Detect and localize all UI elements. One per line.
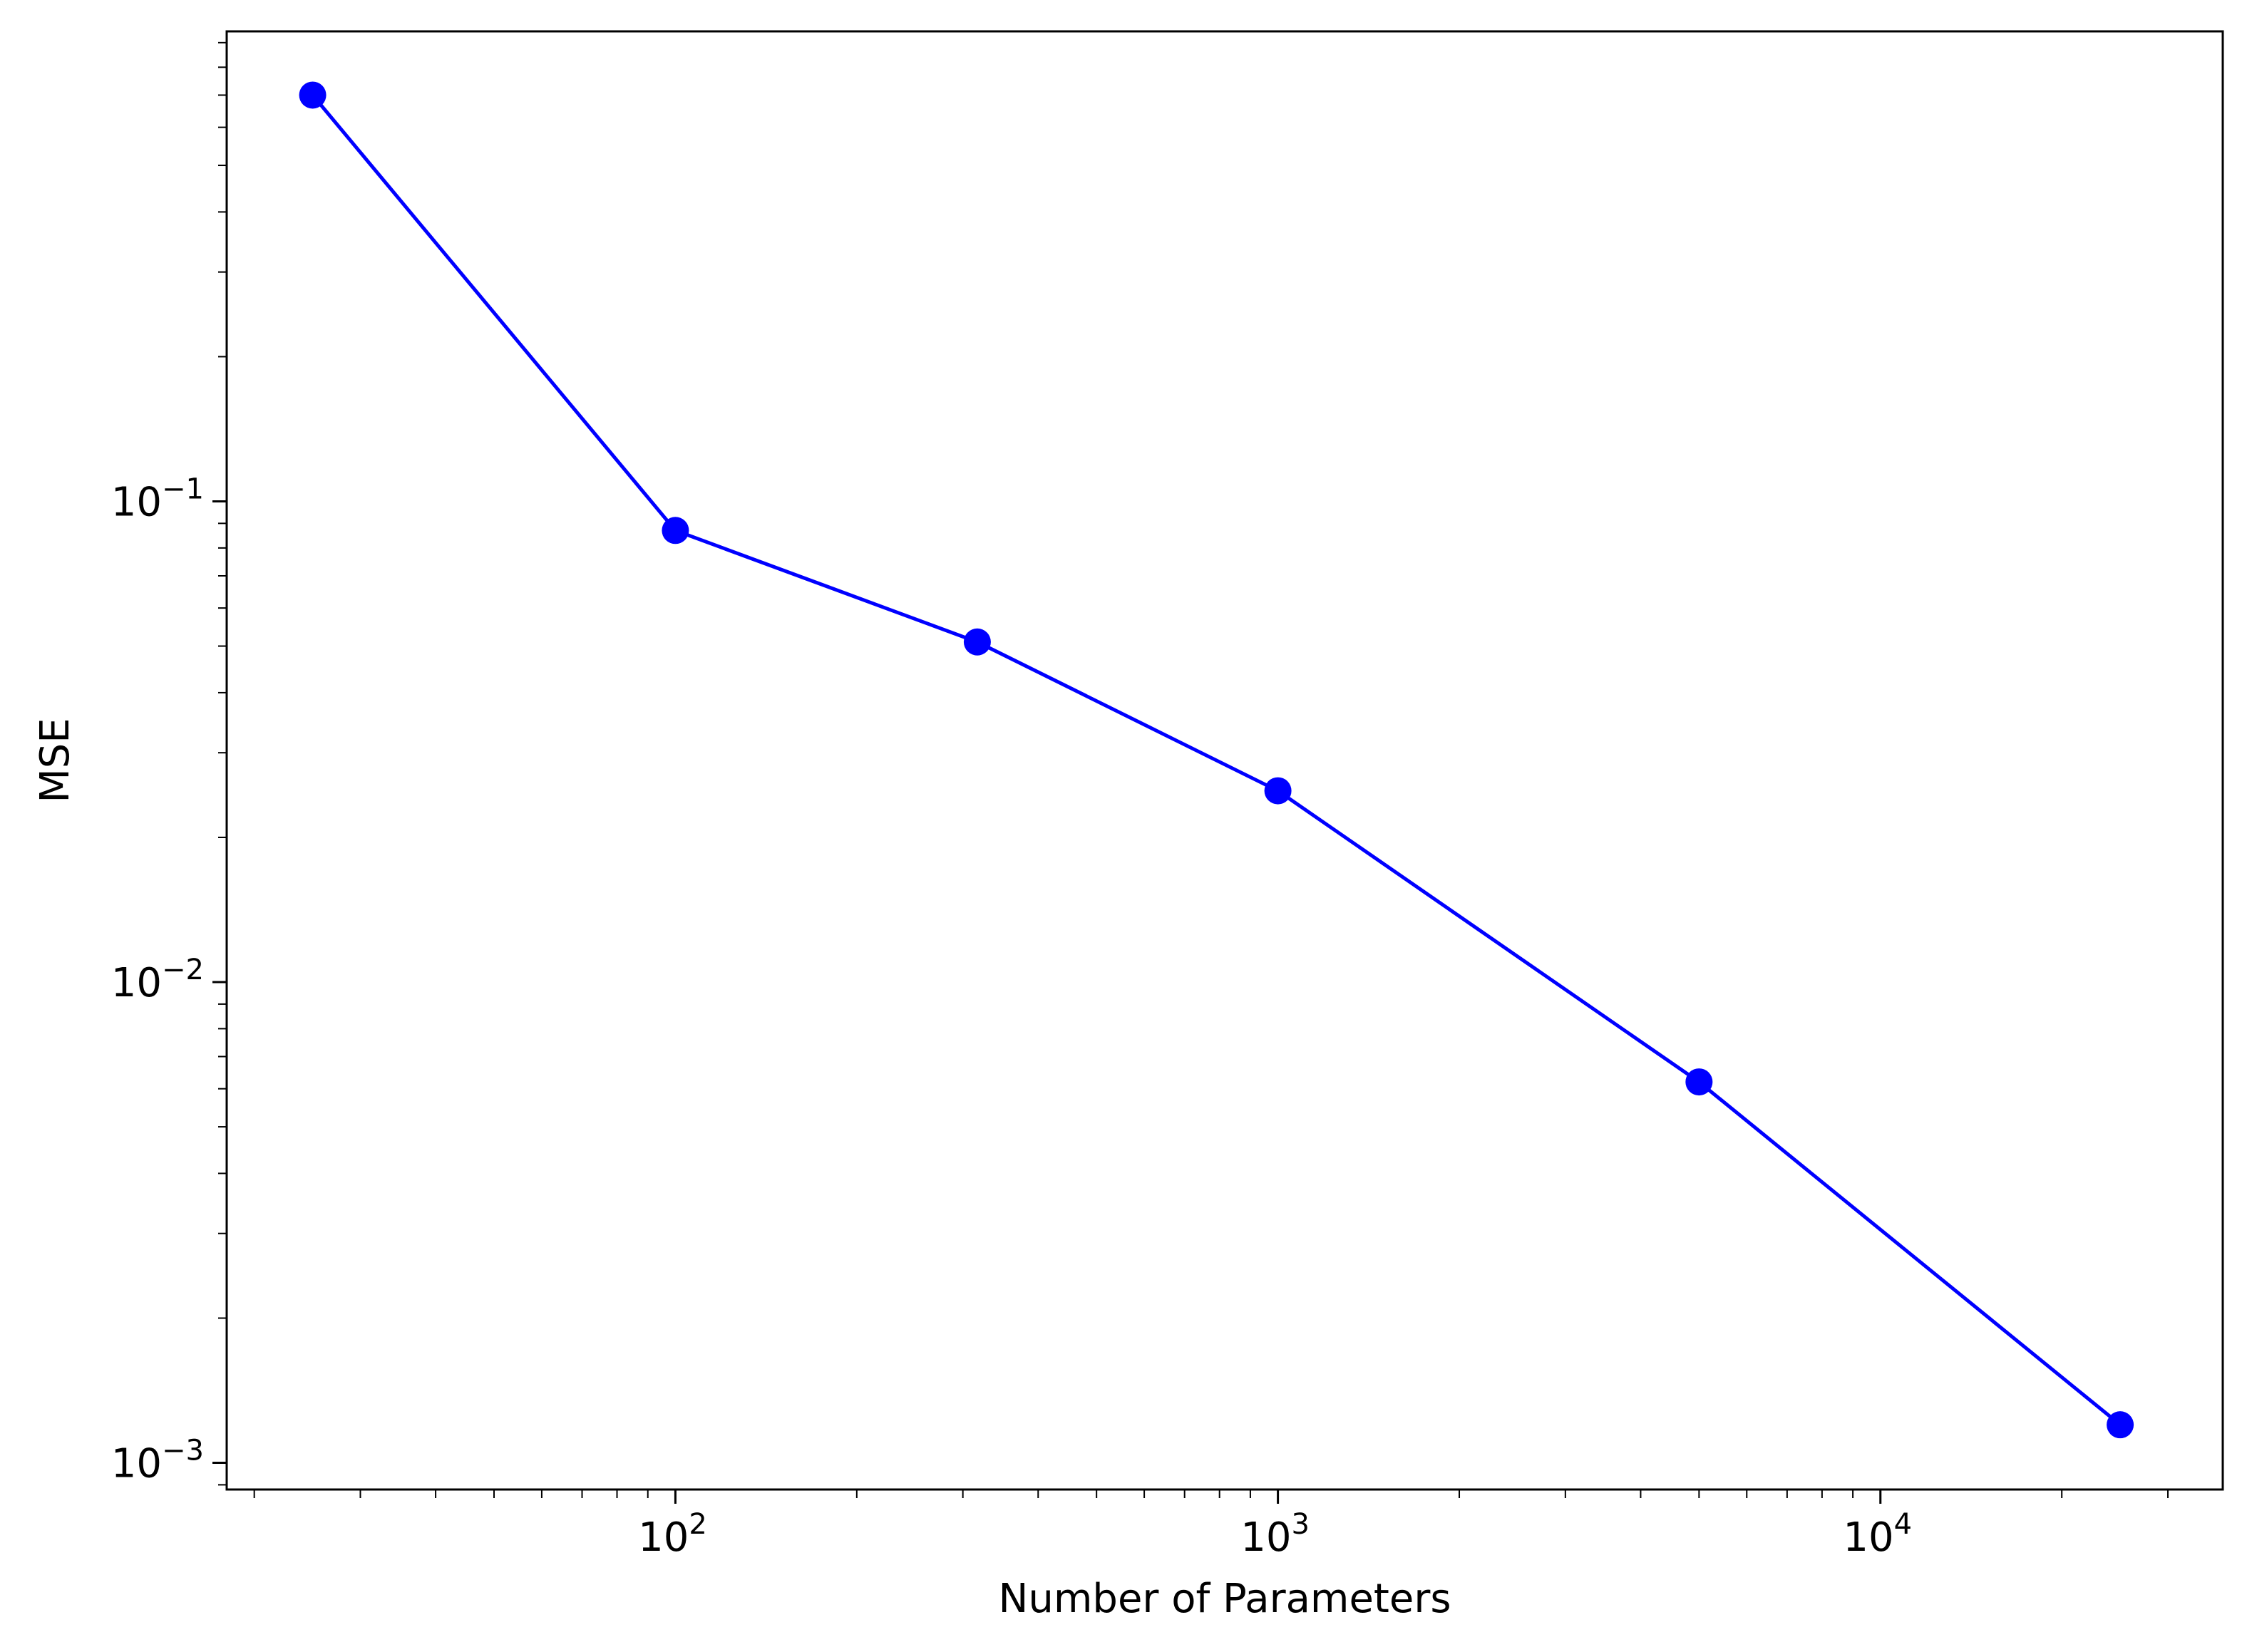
y-tick-label: 10−3 bbox=[111, 1435, 204, 1487]
y-tick-label: 10−2 bbox=[111, 954, 204, 1006]
plot-frame bbox=[225, 30, 2224, 1491]
minor-ticks bbox=[218, 41, 2169, 1498]
data-point bbox=[963, 628, 991, 656]
series-line bbox=[311, 93, 2122, 1427]
y-axis-label: MSE bbox=[32, 718, 78, 802]
x-axis-label: Number of Parameters bbox=[998, 1576, 1451, 1622]
major-ticks: 102 103 104 10−3 10−2 10−1 bbox=[111, 473, 1912, 1561]
data-point bbox=[1264, 777, 1292, 805]
data-point bbox=[662, 517, 689, 544]
x-tick-label: 104 bbox=[1843, 1508, 1912, 1561]
data-point bbox=[1685, 1068, 1713, 1096]
y-tick-label: 10−1 bbox=[111, 473, 204, 526]
series-layer bbox=[299, 81, 2134, 1439]
data-point bbox=[2107, 1411, 2134, 1439]
x-tick-label: 102 bbox=[638, 1508, 707, 1561]
data-point bbox=[299, 81, 326, 109]
x-tick-label: 103 bbox=[1240, 1508, 1310, 1561]
